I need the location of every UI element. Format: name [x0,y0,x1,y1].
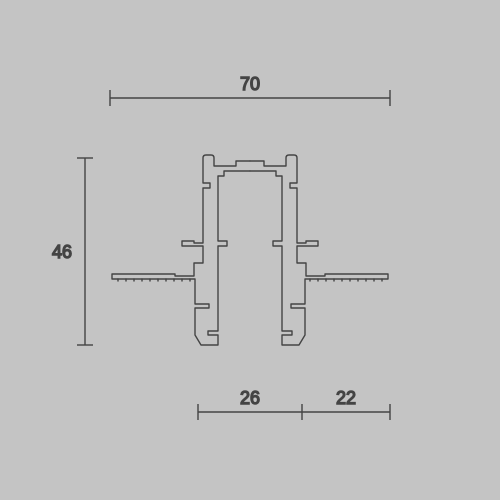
dim-right-label: 22 [336,388,356,408]
technical-drawing: 70 46 26 22 [0,0,500,500]
dim-center-label: 26 [240,388,260,408]
dim-bottom-right: 22 [302,388,390,420]
dim-bottom-center: 26 [198,388,302,420]
dim-top-label: 70 [240,74,260,94]
dim-left: 46 [52,158,93,345]
profile-section [112,155,388,345]
dimensions: 70 46 26 22 [52,74,390,420]
dim-top: 70 [110,74,390,106]
dim-left-label: 46 [52,242,72,262]
profile-right [250,155,388,345]
profile-left [112,155,250,345]
